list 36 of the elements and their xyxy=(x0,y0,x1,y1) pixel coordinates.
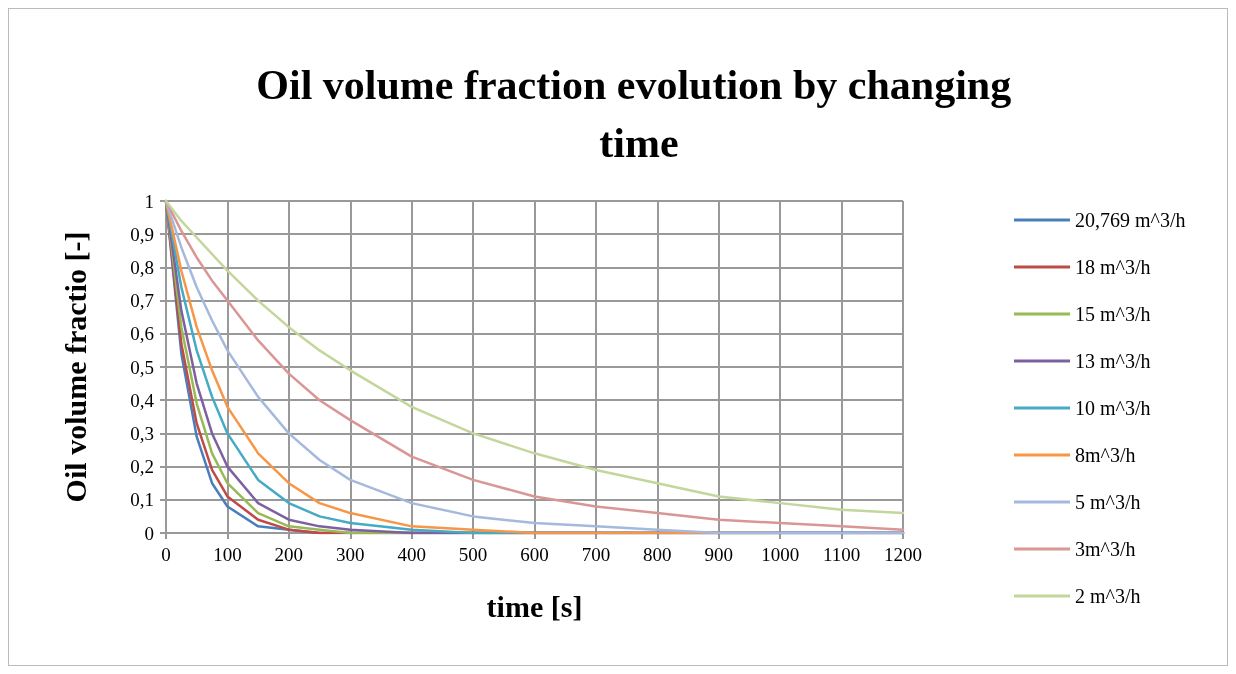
y-tick-label: 0,4 xyxy=(130,389,155,411)
y-tick-label: 1 xyxy=(144,190,154,212)
x-tick-label: 1100 xyxy=(822,544,861,565)
x-tick-label: 700 xyxy=(581,544,611,565)
y-tick-label: 0,7 xyxy=(130,290,154,312)
chart-title: Oil volume fraction evolution by changing time xyxy=(256,62,1022,166)
y-tick-label: 0,6 xyxy=(130,323,154,345)
x-tick-label: 100 xyxy=(213,544,242,565)
y-tick-label: 0,8 xyxy=(130,256,154,278)
y-axis-title: Oil volume fractio [-] xyxy=(58,231,92,503)
x-axis-title: time [s] xyxy=(486,589,583,623)
legend-label: 10 m^3/h xyxy=(1075,397,1151,419)
y-tick-label: 0,9 xyxy=(130,223,154,245)
y-tick-label: 0,5 xyxy=(130,356,154,378)
x-tick-label: 600 xyxy=(520,544,549,565)
x-tick-label: 500 xyxy=(458,544,488,565)
y-tick-label: 0,2 xyxy=(130,456,154,478)
x-tick-label: 800 xyxy=(643,544,672,565)
legend-label: 5 m^3/h xyxy=(1075,491,1141,513)
legend-label: 18 m^3/h xyxy=(1075,256,1151,278)
legend-label: 13 m^3/h xyxy=(1075,350,1151,372)
y-tick-label: 0,1 xyxy=(130,489,154,511)
x-tick-label: 1200 xyxy=(884,544,922,565)
x-tick-label: 300 xyxy=(336,544,365,565)
x-tick-label: 900 xyxy=(704,544,733,565)
legend-label: 20,769 m^3/h xyxy=(1075,209,1186,231)
x-tick-label: 200 xyxy=(274,544,304,565)
legend-label: 8m^3/h xyxy=(1075,444,1136,466)
x-tick-label: 1000 xyxy=(761,544,800,565)
y-tick-label: 0 xyxy=(144,522,154,544)
x-tick-label: 400 xyxy=(397,544,426,565)
x-tick-label: 0 xyxy=(161,544,171,565)
y-tick-label: 0,3 xyxy=(130,422,154,444)
legend-label: 2 m^3/h xyxy=(1075,585,1141,607)
legend-label: 3m^3/h xyxy=(1075,538,1136,560)
legend-label: 15 m^3/h xyxy=(1075,303,1151,325)
